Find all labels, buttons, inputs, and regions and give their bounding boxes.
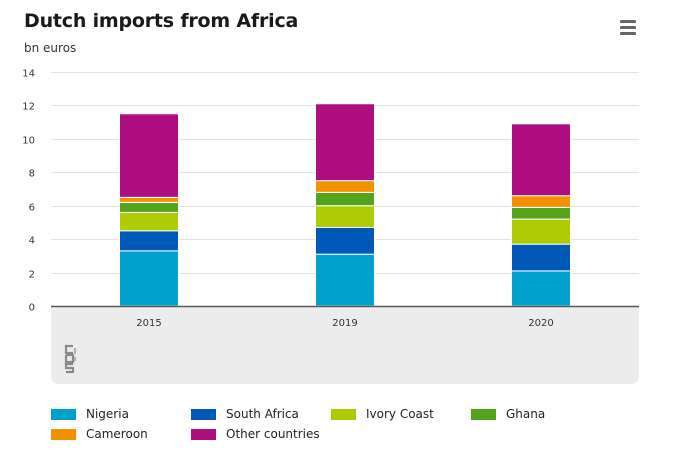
legend-swatch [191, 428, 216, 440]
bar-segment-other-countries-2020[interactable] [511, 123, 571, 197]
bar-segment-other-countries-2015[interactable] [119, 113, 179, 198]
bar-segment-other-countries-2019[interactable] [315, 103, 375, 182]
y-tick-label: 10 [22, 136, 35, 147]
y-tick-label: 0 [29, 303, 35, 314]
y-tick-label: 4 [29, 236, 35, 247]
legend-swatch [51, 408, 76, 420]
plot-footer-background [51, 307, 639, 384]
legend-swatch [471, 408, 496, 420]
chart-legend: Nigeria South Africa Ivory Coast Ghana Camer… [51, 405, 651, 447]
bar-segment-south-africa-2019[interactable] [315, 226, 375, 255]
bar-segment-nigeria-2020[interactable] [511, 270, 571, 307]
stacked-bar-chart: 0 2 4 6 8 10 12 14 2015 2019 2020 [22, 69, 639, 329]
chart-title: Dutch imports from Africa [24, 10, 299, 32]
bar-segment-nigeria-2019[interactable] [315, 253, 375, 307]
y-tick-label: 12 [22, 102, 35, 113]
bar-segment-cameroon-2015[interactable] [119, 196, 179, 203]
chart-unit-label: bn euros [24, 41, 77, 55]
bar-segment-cameroon-2020[interactable] [511, 195, 571, 208]
bar-segment-ghana-2019[interactable] [315, 191, 375, 207]
x-tick-label: 2020 [528, 318, 553, 329]
y-tick-label: 6 [29, 203, 35, 214]
y-tick-label: 2 [29, 270, 35, 281]
legend-item-other-countries[interactable]: Other countries [191, 425, 320, 443]
cbs-logo-icon [64, 344, 77, 374]
legend-item-south-africa[interactable]: South Africa [191, 405, 299, 423]
legend-label: South Africa [226, 407, 299, 421]
bar-segment-ghana-2020[interactable] [511, 206, 571, 220]
chart-menu-button[interactable] [614, 16, 642, 40]
hamburger-icon-bar [620, 26, 636, 29]
legend-item-ghana[interactable]: Ghana [471, 405, 545, 423]
legend-item-nigeria[interactable]: Nigeria [51, 405, 129, 423]
legend-label: Ghana [506, 407, 546, 421]
hamburger-icon-bar [620, 32, 636, 35]
legend-swatch [51, 428, 76, 440]
bar-segment-ivory-coast-2019[interactable] [315, 205, 375, 228]
legend-item-cameroon[interactable]: Cameroon [51, 425, 148, 443]
x-tick-label: 2015 [136, 318, 161, 329]
bar-segment-nigeria-2015[interactable] [119, 250, 179, 307]
legend-label: Other countries [226, 427, 320, 441]
bar-segment-cameroon-2019[interactable] [315, 180, 375, 193]
legend-swatch [331, 408, 356, 420]
y-tick-label: 14 [22, 69, 35, 80]
legend-label: Nigeria [86, 407, 129, 421]
legend-label: Cameroon [86, 427, 148, 441]
x-tick-label: 2019 [332, 318, 357, 329]
bar-segment-ghana-2015[interactable] [119, 201, 179, 213]
y-tick-label: 8 [29, 169, 35, 180]
legend-label: Ivory Coast [366, 407, 434, 421]
bar-segment-south-africa-2020[interactable] [511, 243, 571, 272]
bar-segment-ivory-coast-2020[interactable] [511, 218, 571, 245]
hamburger-icon-bar [620, 20, 636, 23]
bar-segment-ivory-coast-2015[interactable] [119, 211, 179, 232]
bar-segment-south-africa-2015[interactable] [119, 230, 179, 252]
legend-item-ivory-coast[interactable]: Ivory Coast [331, 405, 434, 423]
legend-swatch [191, 408, 216, 420]
